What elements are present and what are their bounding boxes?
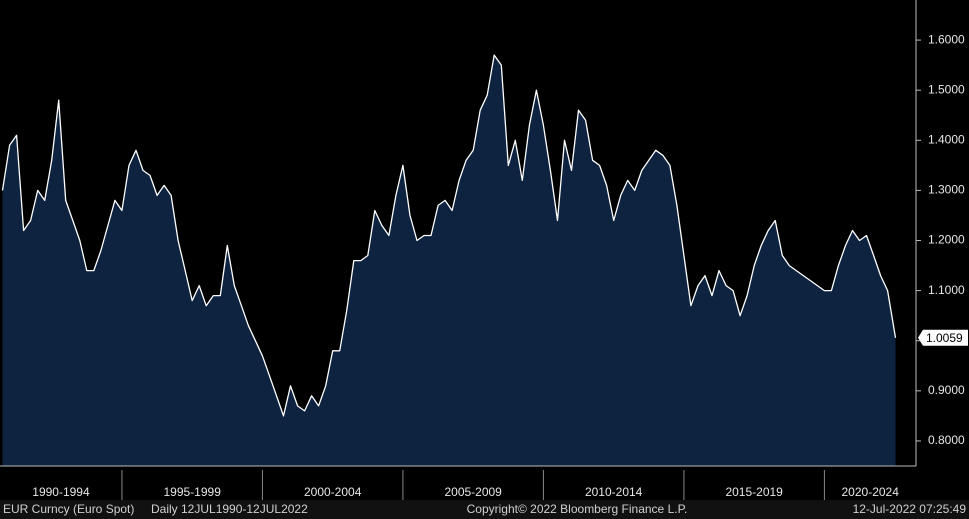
x-tick-label: 2020-2024 [842, 485, 900, 499]
copyright: Copyright© 2022 Bloomberg Finance L.P. [467, 502, 688, 516]
y-tick-label: 1.6000 [928, 32, 965, 46]
y-tick-label: 1.4000 [928, 132, 965, 146]
last-value-box [918, 329, 968, 346]
security-label: EUR Curncy (Euro Spot) [3, 502, 134, 516]
y-tick-label: 0.8000 [928, 433, 965, 447]
last-value-label: 1.0059 [926, 331, 963, 345]
footer-bar [0, 500, 969, 519]
x-tick-label: 2010-2014 [585, 485, 643, 499]
line [1, 54, 897, 417]
y-tick-label: 1.2000 [928, 233, 965, 247]
x-tick-label: 2000-2004 [304, 485, 362, 499]
y-tick-label: 1.3000 [928, 183, 965, 197]
x-tick-label: 1995-1999 [163, 485, 221, 499]
timestamp: 12-Jul-2022 07:25:49 [853, 502, 967, 516]
x-tick-label: 2005-2009 [444, 485, 502, 499]
x-tick-label: 2015-2019 [725, 485, 783, 499]
y-tick-label: 1.1000 [928, 283, 965, 297]
y-tick-label: 1.5000 [928, 82, 965, 96]
period-label: Daily 12JUL1990-12JUL2022 [151, 502, 308, 516]
y-tick-label: 0.9000 [928, 383, 965, 397]
area [2, 55, 896, 466]
x-tick-label: 1990-1994 [32, 485, 90, 499]
